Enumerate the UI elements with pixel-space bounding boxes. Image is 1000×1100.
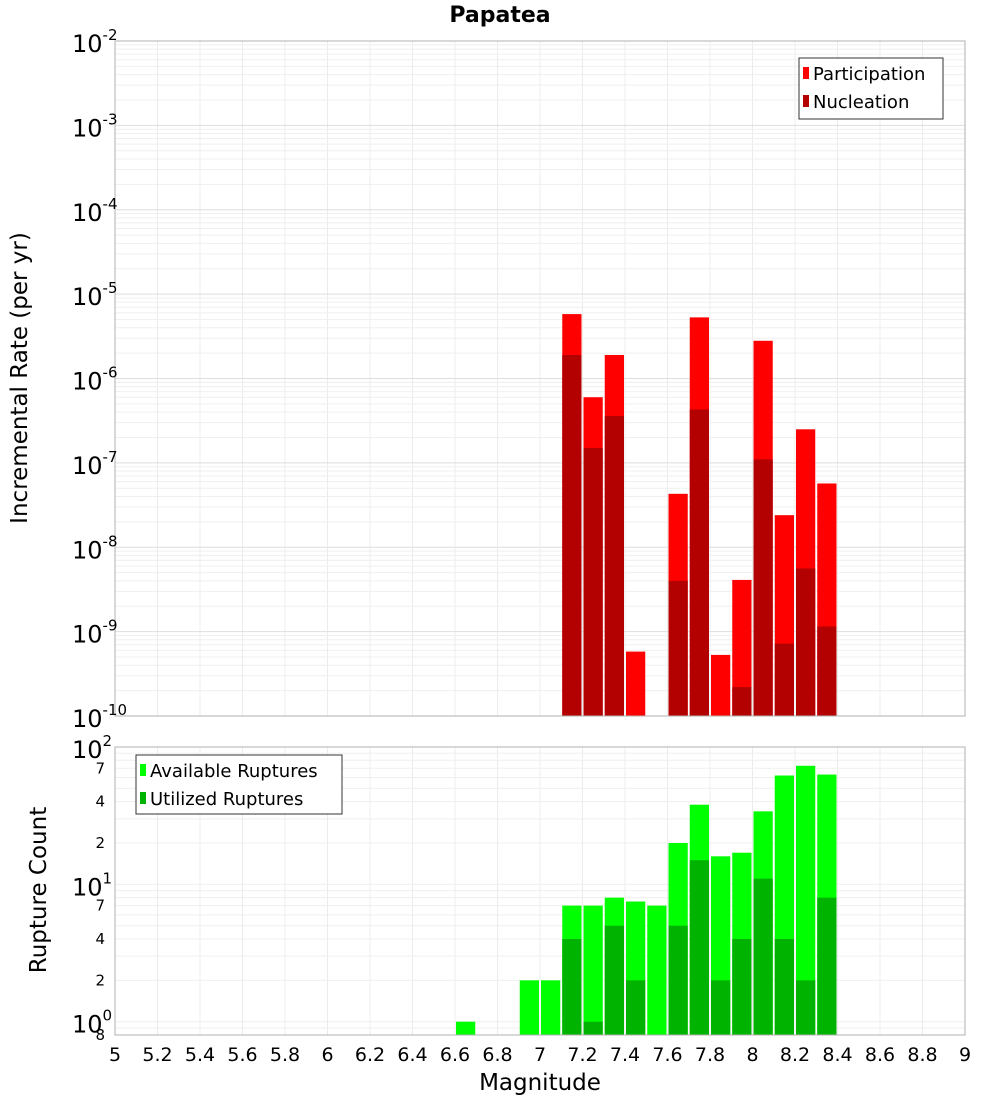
available-ruptures-bar [519, 980, 539, 1035]
bottom-plot-frame [114, 746, 966, 1036]
utilized-ruptures-bar [796, 980, 816, 1035]
nucleation-bar [604, 415, 624, 716]
nucleation-bar [583, 448, 603, 716]
x-tick-label: 6.8 [482, 1044, 512, 1066]
available-ruptures-legend-label: Available Ruptures [150, 761, 318, 782]
x-tick-label: 6.6 [440, 1044, 470, 1066]
utilized-ruptures-bar [711, 980, 731, 1035]
nucleation-bar [562, 354, 582, 716]
utilized-ruptures-bar [583, 1021, 603, 1035]
x-tick-label: 8.8 [907, 1044, 937, 1066]
participation-bar [732, 579, 752, 716]
x-tick-label: 8.6 [865, 1044, 895, 1066]
utilized-ruptures-bar [689, 860, 709, 1035]
top-y-tick-label: 10-6 [72, 364, 118, 396]
x-tick-labels: 5 5.2 5.4 5.6 5.8 6 6.2 6.4 6.6 6.8 7 7.2 7.4 7.6 7.8 8… [109, 1044, 971, 1066]
participation-legend-swatch [803, 67, 809, 79]
nucleation-legend-label: Nucleation [813, 92, 909, 113]
utilized-ruptures-bar [604, 925, 624, 1035]
top-plot-frame [114, 40, 966, 717]
x-tick-label: 7.2 [567, 1044, 597, 1066]
x-tick-label: 8.2 [780, 1044, 810, 1066]
bottom-y-tick-label: 102 [72, 732, 112, 764]
x-tick-label: 6.4 [397, 1044, 427, 1066]
utilized-ruptures-bar [626, 980, 646, 1035]
top-y-tick-label: 10-8 [72, 532, 118, 564]
bottom-y-axis-label: Rupture Count [26, 807, 52, 973]
bottom-y-minor-tick-label: 4 [95, 793, 105, 811]
nucleation-bar [796, 568, 816, 716]
nucleation-bar [668, 580, 688, 716]
top-y-tick-label: 10-5 [72, 279, 118, 311]
utilized-ruptures-legend-swatch [140, 792, 146, 804]
utilized-ruptures-legend-label: Utilized Ruptures [150, 789, 303, 810]
x-tick-label: 7.4 [610, 1044, 640, 1066]
x-tick-label: 9 [959, 1044, 971, 1066]
bottom-y-tick-label: 101 [72, 869, 112, 901]
x-tick-label: 8.4 [822, 1044, 852, 1066]
available-ruptures-legend-swatch [140, 764, 146, 776]
nucleation-bar [774, 643, 794, 716]
participation-bar [711, 654, 731, 716]
x-tick-label: 6.2 [355, 1044, 385, 1066]
bottom-y-minor-tick-label: 7 [95, 897, 105, 915]
bottom-y-tick-label: 100 [72, 1007, 112, 1039]
top-legend: Participation Nucleation [798, 57, 944, 120]
x-tick-label: 5 [109, 1044, 121, 1066]
nucleation-legend-swatch [803, 95, 809, 107]
available-ruptures-bar [796, 765, 816, 1035]
bottom-y-tick-labels: 100 101 102 8 2 4 7 2 4 7 [72, 732, 112, 1044]
x-tick-label: 7 [534, 1044, 546, 1066]
top-y-tick-label: 10-10 [72, 701, 127, 733]
nucleation-bar [817, 626, 837, 716]
x-tick-label: 5.2 [142, 1044, 172, 1066]
top-y-tick-label: 10-2 [72, 26, 118, 58]
participation-legend-label: Participation [813, 64, 925, 85]
bottom-y-minor-tick-label: 2 [95, 834, 105, 852]
bottom-legend: Available Ruptures Utilized Ruptures [135, 754, 343, 815]
bottom-y-minor-tick-label: 8 [95, 1026, 105, 1044]
bottom-y-minor-tick-label: 7 [95, 759, 105, 777]
utilized-ruptures-bar [774, 939, 794, 1035]
utilized-ruptures-bar [753, 878, 773, 1035]
x-tick-label: 7.6 [652, 1044, 682, 1066]
x-tick-label: 8 [746, 1044, 758, 1066]
bottom-bars [456, 765, 837, 1035]
top-y-tick-label: 10-3 [72, 110, 118, 142]
utilized-ruptures-bar [732, 939, 752, 1035]
x-tick-label: 5.8 [270, 1044, 300, 1066]
top-y-tick-label: 10-9 [72, 617, 118, 649]
x-axis-label: Magnitude [479, 1070, 601, 1096]
x-tick-label: 6 [321, 1044, 333, 1066]
top-y-axis-label: Incremental Rate (per yr) [7, 232, 33, 524]
utilized-ruptures-bar [668, 925, 688, 1035]
bottom-y-minor-tick-label: 2 [95, 971, 105, 989]
top-y-tick-labels: 10-10 10-9 10-8 10-7 10-6 10-5 10-4 10-3 10-2 [72, 26, 127, 733]
x-tick-label: 7.8 [695, 1044, 725, 1066]
nucleation-bar [753, 459, 773, 716]
utilized-ruptures-bar [817, 897, 837, 1035]
available-ruptures-bar [583, 905, 603, 1035]
top-gridlines [114, 41, 966, 717]
top-y-tick-label: 10-7 [72, 448, 118, 480]
participation-bar [626, 651, 646, 716]
top-bars [562, 314, 837, 716]
available-ruptures-bar [647, 905, 667, 1035]
bottom-gridlines [114, 746, 966, 1036]
top-y-tick-label: 10-4 [72, 195, 118, 227]
bottom-y-minor-tick-label: 4 [95, 930, 105, 948]
available-ruptures-bar [541, 980, 561, 1035]
top-legend-box [798, 57, 944, 120]
chart-title: Papatea [449, 3, 550, 28]
available-ruptures-bar [456, 1021, 476, 1035]
x-tick-label: 5.6 [227, 1044, 257, 1066]
nucleation-bar [732, 687, 752, 716]
bottom-legend-box [135, 754, 343, 815]
utilized-ruptures-bar [562, 939, 582, 1035]
nucleation-bar [689, 409, 709, 716]
x-tick-label: 5.4 [185, 1044, 215, 1066]
